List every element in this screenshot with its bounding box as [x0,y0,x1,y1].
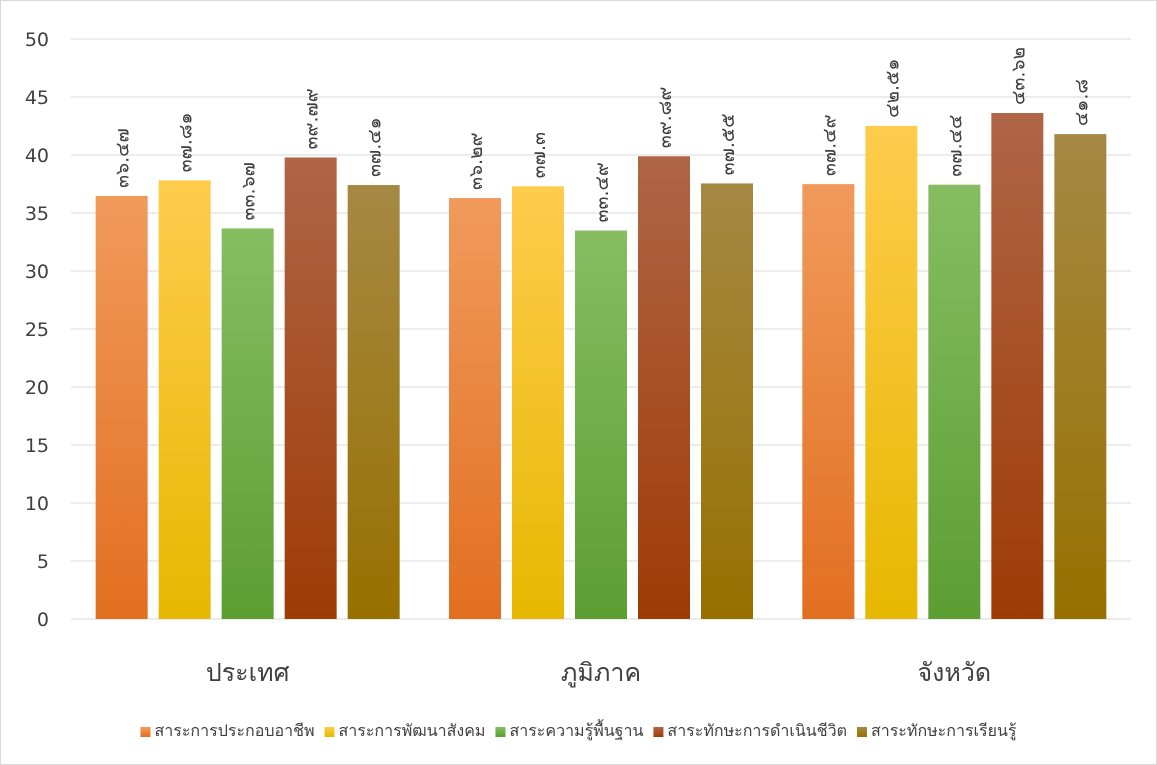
legend-label: สาระการประกอบอาชีพ [154,721,314,740]
data-label: ๓๗.๔๑ [364,117,386,177]
category-label: ภูมิภาค [561,658,641,688]
y-tick-label: 5 [37,551,49,573]
data-label: ๓๖.๒๙ [465,133,487,191]
data-label: ๓๖.๔๗ [112,128,134,188]
bar [865,125,918,619]
bar [991,113,1044,620]
bar [512,186,564,619]
data-label: ๓๙.๘๙ [654,87,676,149]
y-tick-label: 25 [25,319,49,341]
bar [802,184,855,619]
bar [347,185,400,619]
y-tick-label: 0 [37,609,49,631]
data-label: ๔๑.๘ [1070,79,1092,126]
bars [95,113,1107,620]
legend-item: สาระทักษะการเรียนรู้ [856,721,1017,741]
y-tick-label: 45 [25,87,49,109]
legend: สาระการประกอบอาชีพ สาระการพัฒนาสังคม สาระค… [140,719,1017,741]
legend-item: สาระการพัฒนาสังคม [324,721,485,740]
bar [449,198,501,619]
data-label: ๓๗.๓ [528,132,550,178]
data-label: ๓๓.๖๗ [238,162,260,220]
legend-swatch [856,727,867,737]
bar [638,156,690,619]
bar [928,184,981,620]
bar [575,230,627,620]
data-label: ๓๗.๘๑ [175,112,197,172]
bar [701,183,753,620]
y-axis-ticks: 0 5 10 15 20 25 30 35 40 45 50 [25,29,49,631]
legend-label: สาระการพัฒนาสังคม [338,721,485,740]
y-tick-label: 10 [25,493,49,515]
data-label: ๓๗.๔๔ [944,115,966,177]
data-label: ๓๗.๕๕ [717,113,739,175]
data-label: ๔๓.๖๒ [1007,47,1029,105]
bar [284,157,337,619]
bar [158,180,211,620]
legend-item: สาระการประกอบอาชีพ [140,721,314,740]
y-tick-label: 50 [25,29,49,51]
legend-label: สาระความรู้พื้นฐาน [509,719,643,741]
legend-swatch [140,727,151,737]
y-tick-label: 30 [25,261,49,283]
legend-label: สาระทักษะการเรียนรู้ [871,721,1017,741]
legend-swatch [495,727,506,737]
data-label: ๓๗.๔๙ [818,114,840,176]
data-label: ๓๙.๗๙ [301,88,323,149]
legend-label: สาระทักษะการดำเนินชีวิต [667,721,847,740]
x-axis-categories: ประเทศ ภูมิภาค จังหวัด [206,658,991,688]
bar [221,228,274,620]
data-label: ๔๒.๕๑ [881,58,903,117]
y-tick-label: 35 [25,203,49,225]
category-label: ประเทศ [206,658,290,687]
legend-swatch [324,727,335,737]
y-tick-label: 20 [25,377,49,399]
y-tick-label: 40 [25,145,49,167]
category-label: จังหวัด [918,658,992,687]
y-tick-label: 15 [25,435,49,457]
bar [1054,134,1107,619]
legend-item: สาระทักษะการดำเนินชีวิต [653,721,847,740]
data-label: ๓๓.๔๙ [591,162,613,222]
legend-swatch [653,727,664,737]
legend-item: สาระความรู้พื้นฐาน [495,719,643,741]
bar [95,195,148,619]
